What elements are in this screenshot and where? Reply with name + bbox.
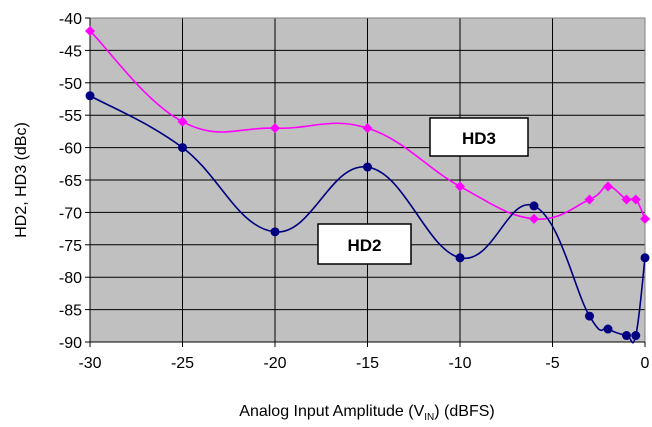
hd2-point: [631, 331, 641, 341]
x-tick-labels: -30 -25 -20 -15 -10 -5 0: [78, 342, 650, 372]
hd3-series: [85, 25, 650, 224]
hd3-point: [584, 194, 595, 205]
hd2-point: [363, 162, 372, 172]
hd3-label-box: HD3: [429, 117, 529, 157]
hd3-label: HD3: [462, 129, 496, 148]
x-tick-label: 0: [641, 355, 650, 372]
x-axis-title-sub: IN: [424, 412, 434, 423]
x-tick-label: -20: [263, 355, 286, 372]
hd2-label-box: HD2: [317, 223, 412, 265]
hd3-point: [177, 116, 188, 127]
hd2-point: [85, 91, 95, 101]
y-tick-label: -75: [59, 238, 82, 255]
y-tick-label: -65: [59, 173, 82, 190]
x-axis-title-suffix: ) (dBFS): [434, 403, 494, 420]
hd3-point: [529, 213, 539, 224]
y-tick-label: -70: [59, 205, 82, 222]
hd3-point: [362, 123, 373, 134]
y-tick-label: -45: [59, 43, 82, 60]
hd2-point: [640, 253, 650, 263]
y-tick-label: -40: [59, 11, 82, 28]
y-axis-title: HD2, HD3 (dBc): [13, 122, 30, 238]
hd2-series: [85, 91, 650, 344]
x-axis-title-main: Analog Input Amplitude (V: [239, 403, 424, 420]
y-tick-label: -55: [59, 108, 82, 125]
hd2-label: HD2: [347, 236, 381, 255]
y-tick-label: -85: [59, 303, 82, 320]
x-axis-title: Analog Input Amplitude (VIN) (dBFS): [239, 403, 494, 423]
y-tick-label: -90: [59, 335, 82, 352]
x-tick-label: -10: [448, 355, 471, 372]
hd2-point: [529, 201, 539, 211]
x-tick-label: -30: [78, 355, 101, 372]
hd2-point: [270, 227, 280, 237]
y-tick-labels: -40 -45 -50 -55 -60 -65 -70 -75 -80 -85 -90: [59, 11, 90, 352]
y-tick-label: -60: [59, 141, 82, 158]
hd2-point: [603, 324, 613, 334]
hd2-point: [455, 253, 465, 263]
hd3-point: [85, 25, 95, 36]
y-tick-label: -50: [59, 76, 82, 93]
hd3-point: [640, 213, 650, 224]
x-tick-label: -25: [171, 355, 194, 372]
hd2-point: [585, 311, 594, 321]
hd3-point: [621, 194, 632, 205]
hd3-point: [603, 181, 613, 192]
x-tick-label: -5: [545, 355, 559, 372]
series-layer: [85, 25, 650, 344]
hd2-point: [178, 143, 187, 153]
hd2-point: [622, 331, 631, 341]
hd3-point: [630, 194, 641, 205]
hd3-point: [270, 123, 280, 134]
x-tick-label: -15: [356, 355, 379, 372]
y-tick-label: -80: [59, 270, 82, 287]
hd3-point: [455, 181, 465, 192]
